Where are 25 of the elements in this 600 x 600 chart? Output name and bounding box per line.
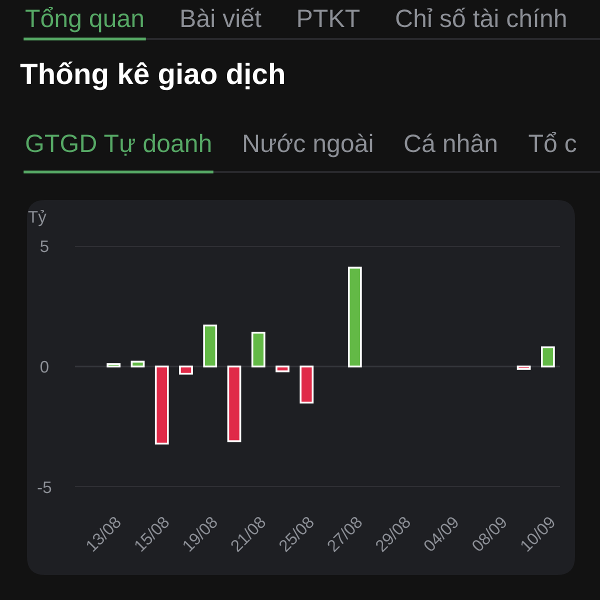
bar [300, 366, 314, 404]
bar [106, 363, 121, 368]
text: Chỉ số tài chính [396, 8, 566, 28]
text: Nước ngoài [244, 134, 372, 158]
bar [179, 366, 193, 375]
y-tick-label: 5 [40, 240, 48, 252]
y-axis-title: Tỷ [28, 210, 46, 226]
chart-title: Thống kê giao dịch [20, 62, 284, 90]
bar [227, 366, 242, 442]
text: Tổ c [528, 132, 576, 152]
y-tick-label: 0 [40, 360, 48, 373]
bar [276, 366, 290, 372]
text: Tổng quan [26, 6, 143, 32]
text: Bài viết [182, 8, 262, 28]
chart-subtitle: GTGD Tự doanh [26, 134, 211, 156]
bar [541, 346, 555, 368]
y-tick-label: -5 [38, 482, 52, 494]
bar [251, 332, 266, 368]
bar [154, 366, 169, 445]
bar [348, 266, 362, 368]
text: Cá nhân [404, 134, 496, 152]
bar [203, 324, 218, 368]
bar [130, 360, 145, 368]
text: PTKT [298, 10, 360, 27]
bar [516, 366, 531, 370]
